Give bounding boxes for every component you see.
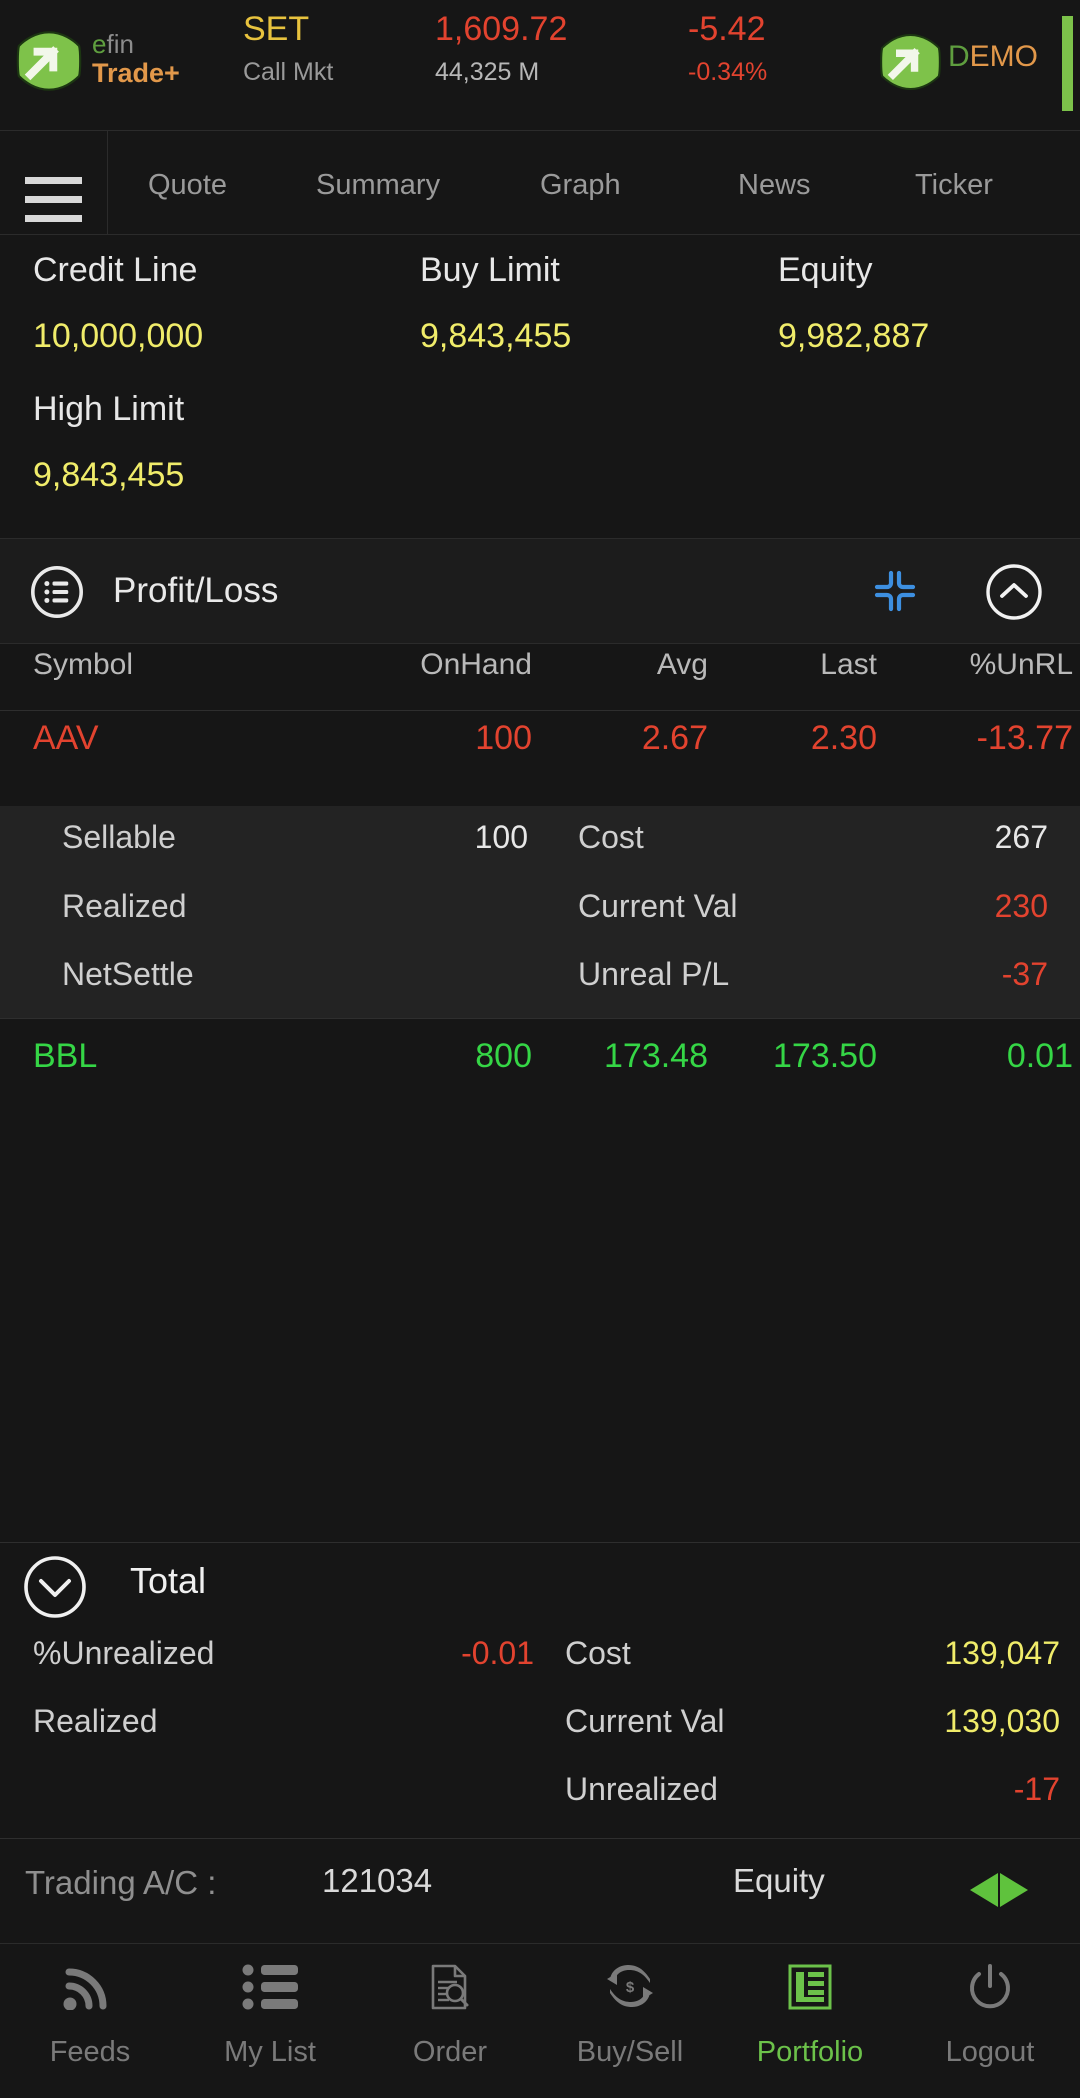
svg-text:$: $ — [626, 1979, 635, 1996]
